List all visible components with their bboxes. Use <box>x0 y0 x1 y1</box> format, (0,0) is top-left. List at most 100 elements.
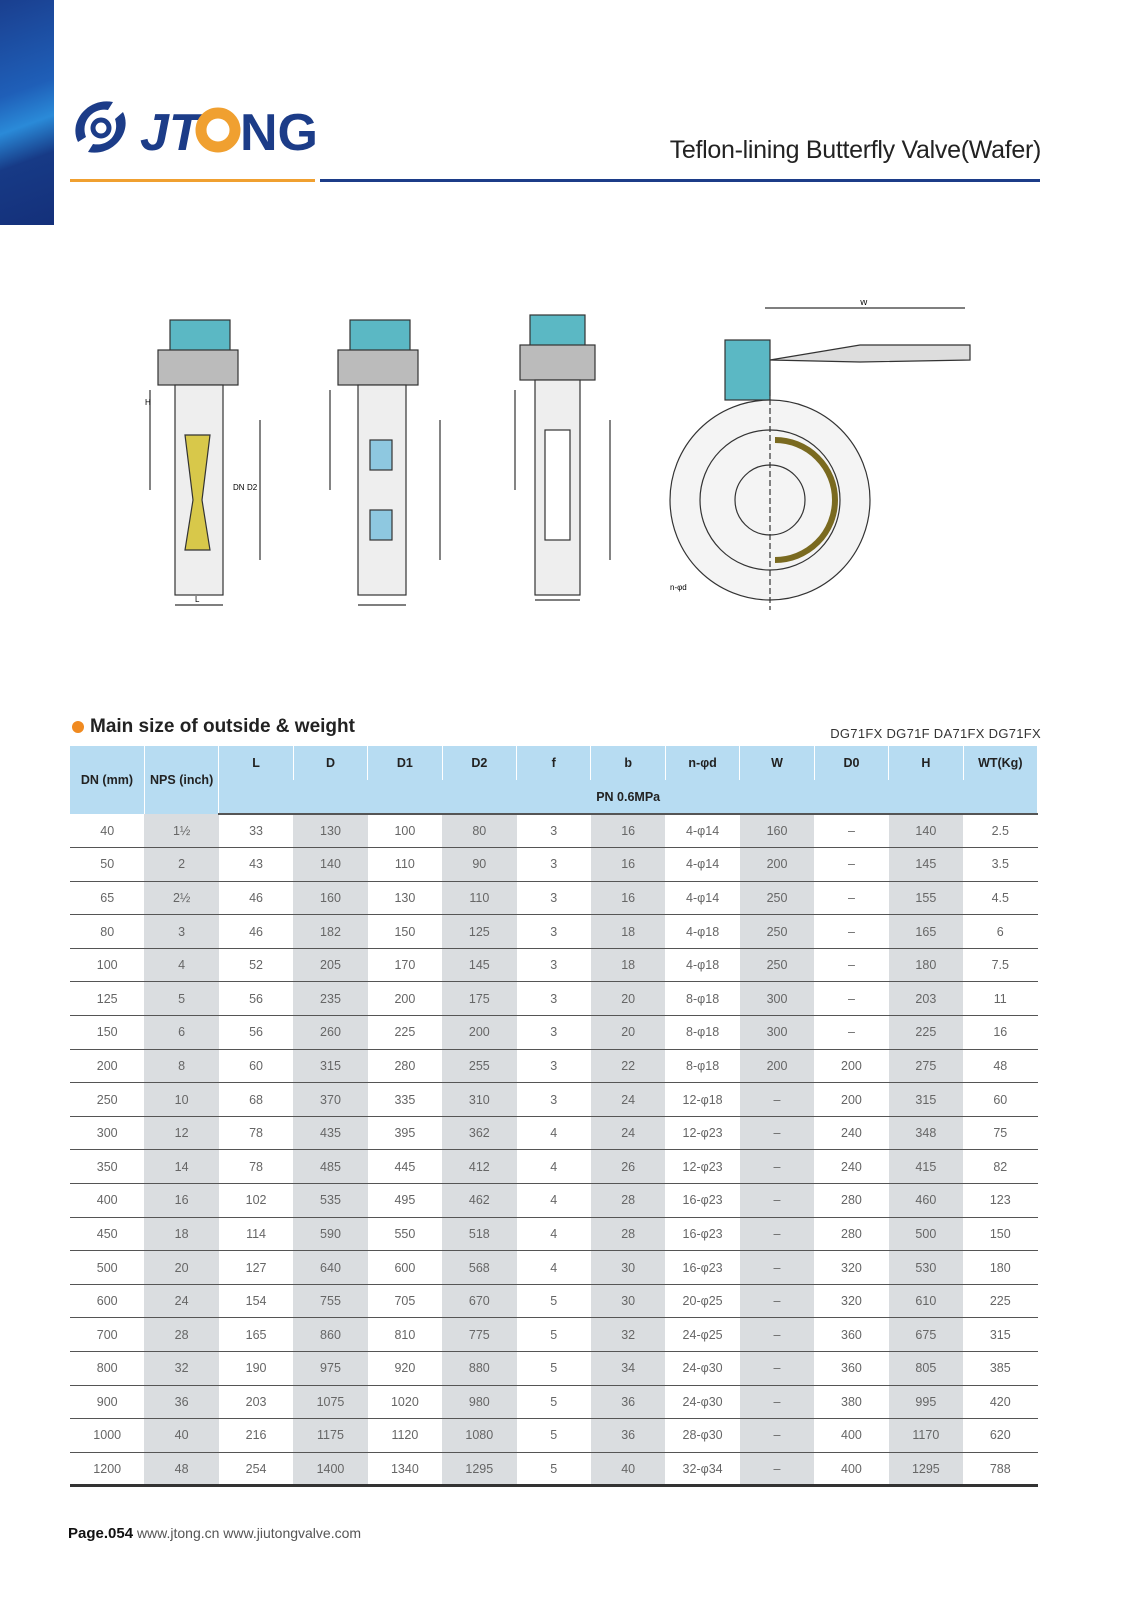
table-row: 250 10 68 370 335 310 3 24 12-φ18–200 315 60 <box>70 1082 1038 1117</box>
table-cell: 590 <box>293 1217 368 1252</box>
page-footer: Page.054 www.jtong.cn www.jiutongvalve.c… <box>68 1525 361 1542</box>
column-header: DN (mm) <box>70 746 145 814</box>
table-cell: 150 <box>367 914 443 949</box>
table-cell: 36 <box>590 1418 666 1453</box>
table-cell: 4 <box>516 1149 591 1185</box>
table-cell: 805 <box>888 1351 964 1386</box>
table-cell: 60 <box>963 1082 1038 1117</box>
table-row: 800 32 190 975 920 880 5 34 24-φ30–360 805 385 <box>70 1351 1038 1386</box>
column-header: b <box>590 746 666 780</box>
table-cell: 40 <box>70 814 145 849</box>
column-header: f <box>516 746 592 780</box>
table-cell: 16 <box>590 881 666 916</box>
table-cell: 3 <box>516 1015 591 1050</box>
table-cell: 123 <box>963 1183 1038 1218</box>
table-cell: 110 <box>442 881 517 916</box>
table-cell: 235 <box>293 981 368 1017</box>
table-cell: 100 <box>70 948 145 983</box>
table-cell: 110 <box>367 847 443 882</box>
table-cell: – <box>739 1418 815 1453</box>
table-cell: 8-φ18 <box>665 1015 740 1050</box>
table-cell: 18 <box>144 1217 219 1252</box>
label-w: W <box>860 300 868 307</box>
table-cell: 16 <box>963 1015 1038 1050</box>
table-cell: 7.5 <box>963 948 1038 983</box>
table-cell: 150 <box>70 1015 145 1050</box>
table-cell: 16-φ23 <box>665 1183 740 1218</box>
table-cell: 445 <box>367 1149 443 1185</box>
footer-urls: www.jtong.cn www.jiutongvalve.com <box>136 1525 362 1541</box>
table-cell: 190 <box>218 1351 294 1386</box>
table-cell: 216 <box>218 1418 294 1453</box>
table-cell: 280 <box>367 1049 443 1084</box>
table-cell: 24-φ30 <box>665 1351 740 1386</box>
table-cell: 12-φ23 <box>665 1149 740 1185</box>
table-cell: 320 <box>814 1250 889 1285</box>
table-cell: – <box>739 1116 815 1151</box>
table-cell: 550 <box>367 1217 443 1252</box>
table-cell: 65 <box>70 881 145 916</box>
table-cell: 1½ <box>144 814 219 849</box>
table-cell: 4.5 <box>963 881 1038 916</box>
bullet-dot-icon <box>72 721 84 733</box>
column-header: n-φd <box>665 746 741 780</box>
table-cell: 80 <box>70 914 145 949</box>
table-cell: 1295 <box>442 1452 517 1488</box>
table-cell: – <box>814 914 889 949</box>
table-cell: 5 <box>516 1452 591 1488</box>
section-title-text: Main size of outside & weight <box>90 716 355 737</box>
table-cell: 52 <box>218 948 294 983</box>
table-cell: 60 <box>218 1049 294 1084</box>
table-cell: 860 <box>293 1317 368 1352</box>
table-cell: 4 <box>516 1217 591 1252</box>
table-cell: 5 <box>516 1385 591 1420</box>
table-cell: 300 <box>70 1116 145 1151</box>
table-cell: 182 <box>293 914 368 949</box>
table-cell: 205 <box>293 948 368 983</box>
table-row: 700 28 165 860 810 775 5 32 24-φ25–360 675 315 <box>70 1317 1038 1352</box>
table-cell: 16 <box>144 1183 219 1218</box>
table-cell: 16-φ23 <box>665 1217 740 1252</box>
table-cell: 254 <box>218 1452 294 1488</box>
table-cell: 788 <box>963 1452 1038 1488</box>
table-cell: 30 <box>590 1284 666 1319</box>
table-cell: 225 <box>367 1015 443 1050</box>
table-cell: 22 <box>590 1049 666 1084</box>
table-cell: 175 <box>442 981 517 1017</box>
table-cell: 610 <box>888 1284 964 1319</box>
svg-text:JT: JT <box>140 104 205 162</box>
jtong-logo: JT NG <box>75 101 318 162</box>
table-cell: 320 <box>814 1284 889 1319</box>
valve-drawings: H DN D2 L W n-φd <box>145 300 971 610</box>
table-cell: 24 <box>144 1284 219 1319</box>
table-cell: 250 <box>739 881 815 916</box>
table-cell: 48 <box>144 1452 219 1488</box>
table-cell: 250 <box>739 948 815 983</box>
table-cell: 4-φ18 <box>665 948 740 983</box>
table-cell: 400 <box>814 1452 889 1488</box>
table-cell: 980 <box>442 1385 517 1420</box>
table-cell: 360 <box>814 1317 889 1352</box>
table-cell: 8 <box>144 1049 219 1084</box>
table-cell: 640 <box>293 1250 368 1285</box>
table-cell: 1170 <box>888 1418 964 1453</box>
table-cell: 1000 <box>70 1418 145 1453</box>
table-cell: 705 <box>367 1284 443 1319</box>
table-cell: 200 <box>442 1015 517 1050</box>
table-cell: 1200 <box>70 1452 145 1488</box>
table-cell: – <box>739 1317 815 1352</box>
table-cell: 6 <box>963 914 1038 949</box>
table-cell: 11 <box>963 981 1038 1017</box>
table-cell: 165 <box>218 1317 294 1352</box>
table-cell: 125 <box>70 981 145 1017</box>
table-cell: 20 <box>144 1250 219 1285</box>
table-cell: 5 <box>516 1351 591 1386</box>
document-title: Teflon-lining Butterfly Valve(Wafer) <box>669 136 1042 164</box>
table-cell: 412 <box>442 1149 517 1185</box>
table-cell: 880 <box>442 1351 517 1386</box>
table-cell: 8-φ18 <box>665 981 740 1017</box>
table-cell: 4 <box>516 1250 591 1285</box>
table-cell: 400 <box>814 1418 889 1453</box>
table-row: 350 14 78 485 445 412 4 26 12-φ23–240 415 82 <box>70 1149 1038 1185</box>
table-cell: 12-φ18 <box>665 1082 740 1117</box>
